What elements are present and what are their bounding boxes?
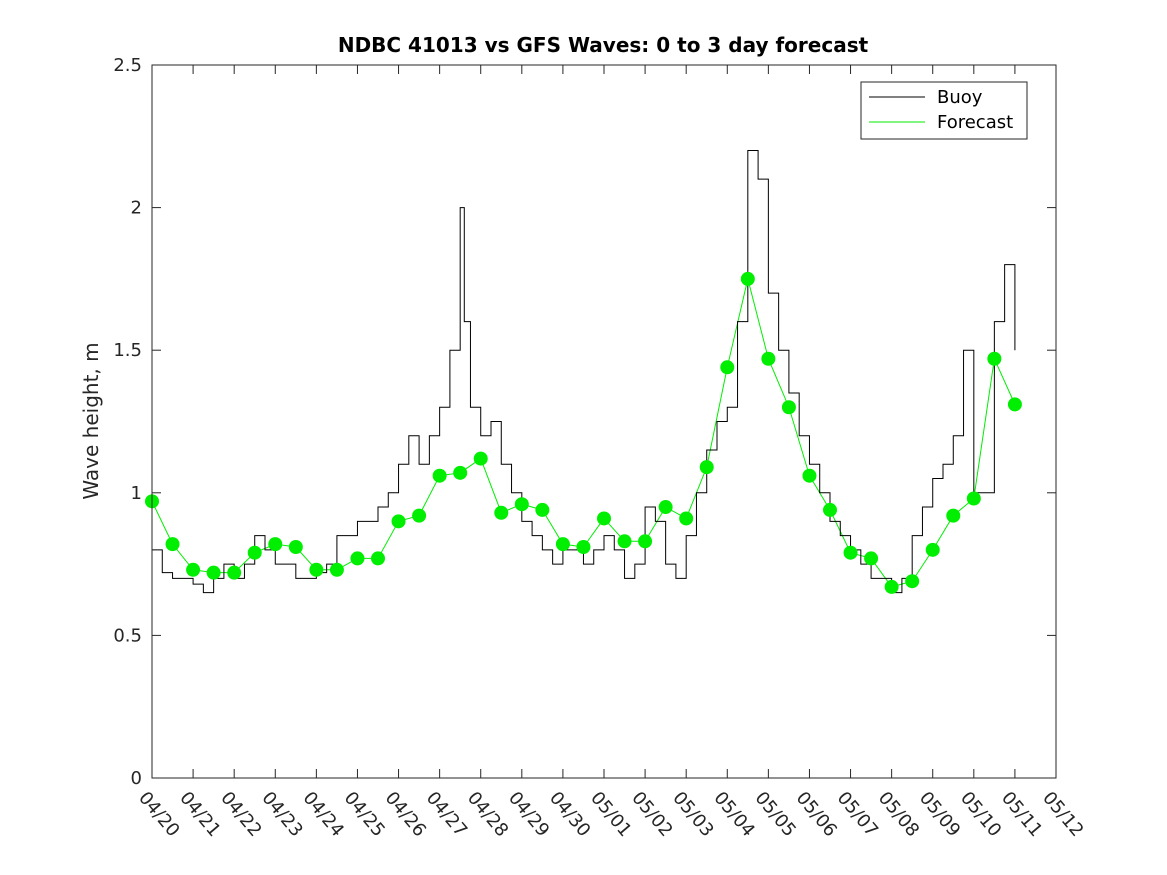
plot-area [152, 65, 1056, 778]
forecast-point [658, 500, 673, 515]
x-tick-label: 04/27 [422, 788, 471, 841]
forecast-point [576, 539, 591, 554]
x-tick-label: 05/04 [709, 788, 758, 841]
forecast-point [884, 579, 899, 594]
y-tick-label: 1.5 [113, 340, 142, 361]
y-tick-label: 2 [131, 198, 142, 219]
forecast-point [227, 565, 242, 580]
forecast-point [761, 351, 776, 366]
forecast-point [206, 565, 221, 580]
forecast-point [391, 514, 406, 529]
forecast-point [740, 271, 755, 286]
forecast-point [597, 511, 611, 526]
forecast-point [350, 551, 365, 566]
forecast-point [864, 551, 879, 566]
forecast-point [802, 468, 817, 483]
forecast-point [1007, 397, 1022, 412]
x-tick-label: 04/26 [381, 788, 430, 841]
x-tick-label: 05/08 [874, 788, 923, 841]
forecast-point [638, 534, 653, 549]
x-tick-label: 04/21 [175, 788, 224, 841]
forecast-point [966, 491, 981, 506]
legend: Buoy Forecast [860, 81, 1028, 140]
y-tick-label: 0.5 [113, 625, 142, 646]
y-tick-label: 0 [131, 768, 142, 789]
forecast-point [432, 468, 447, 483]
x-tick-label: 05/07 [833, 788, 882, 841]
x-tick-label: 04/29 [504, 788, 553, 841]
forecast-point [720, 360, 735, 375]
forecast-point [412, 508, 427, 523]
forecast-point [473, 451, 488, 466]
forecast-point [781, 400, 796, 415]
forecast-point [905, 574, 920, 589]
x-tick-label: 04/25 [340, 788, 389, 841]
x-tick-label: 04/24 [299, 788, 348, 841]
forecast-point [514, 497, 529, 512]
legend-box [860, 81, 1028, 140]
forecast-point [925, 542, 940, 557]
y-axis-label: Wave height, m [79, 342, 103, 499]
x-tick-label: 05/05 [751, 788, 800, 841]
forecast-point [843, 545, 858, 560]
forecast-point [165, 537, 180, 552]
forecast-point [679, 511, 694, 526]
forecast-point [617, 534, 632, 549]
forecast-point [555, 537, 570, 552]
forecast-point [309, 562, 324, 577]
forecast-point [987, 351, 1002, 366]
forecast-point [535, 502, 550, 517]
x-tick-label: 05/11 [997, 788, 1046, 841]
y-tick-label: 1 [131, 483, 142, 504]
x-tick-label: 05/10 [956, 788, 1005, 841]
forecast-point [186, 562, 201, 577]
forecast-point [371, 551, 385, 566]
forecast-point [329, 562, 344, 577]
legend-label-forecast: Forecast [937, 112, 1013, 133]
x-tick-label: 05/09 [915, 788, 964, 841]
forecast-point [247, 545, 262, 560]
x-tick-label: 04/30 [545, 788, 594, 841]
x-tick-label: 04/20 [134, 788, 183, 841]
x-tick-label: 05/01 [586, 788, 635, 841]
x-tick-label: 05/12 [1038, 788, 1087, 841]
x-tick-label: 04/23 [257, 788, 306, 841]
forecast-point [823, 502, 837, 517]
y-axis: 0 0.5 1 1.5 2 2.5 [113, 55, 1056, 789]
x-tick-label: 05/06 [792, 788, 841, 841]
x-tick-label: 05/02 [627, 788, 676, 841]
forecast-point [268, 537, 283, 552]
legend-label-buoy: Buoy [937, 87, 983, 108]
y-tick-label: 2.5 [113, 55, 142, 76]
forecast-markers-group [145, 271, 1022, 594]
forecast-point [494, 505, 509, 520]
forecast-point [453, 465, 468, 480]
x-tick-label: 04/28 [463, 788, 512, 841]
forecast-point [699, 460, 714, 475]
x-tick-label: 04/22 [216, 788, 265, 841]
forecast-point [946, 508, 961, 523]
forecast-point [288, 539, 303, 554]
chart-title: NDBC 41013 vs GFS Waves: 0 to 3 day fore… [338, 33, 869, 57]
x-tick-label: 05/03 [668, 788, 717, 841]
